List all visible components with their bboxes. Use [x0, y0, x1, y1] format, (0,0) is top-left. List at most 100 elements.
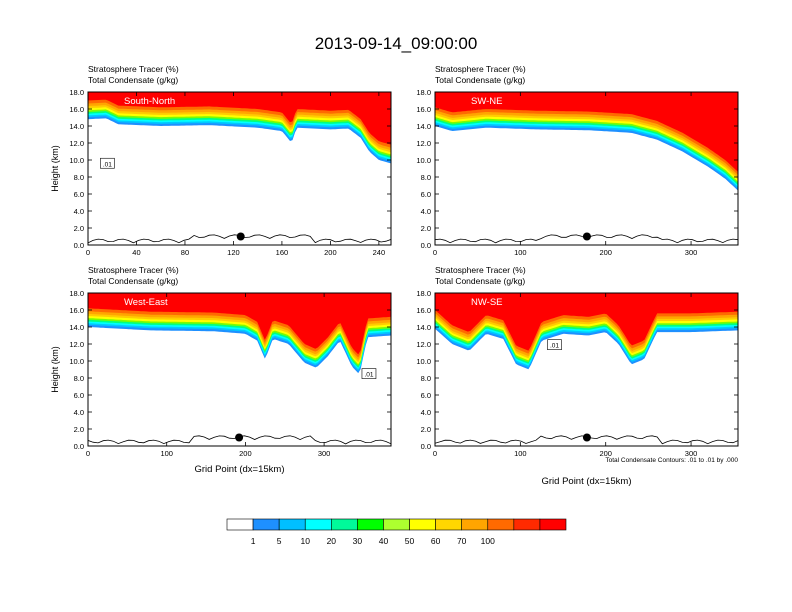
y-tick-label: 6.0	[74, 391, 84, 400]
colorbar-swatch-5	[331, 518, 358, 531]
colorbar-label: 100	[481, 536, 495, 546]
y-tick-label: 0.0	[74, 442, 84, 451]
y-tick-label: 6.0	[421, 190, 431, 199]
y-tick-label: 6.0	[421, 391, 431, 400]
panel-label: West-East	[124, 297, 168, 308]
colorbar-label: 1	[251, 536, 256, 546]
colorbar-swatch-8	[409, 518, 436, 531]
x-tick-label: 0	[433, 449, 437, 458]
x-tick-label: 200	[324, 248, 337, 257]
y-tick-label: 10.0	[416, 156, 431, 165]
y-tick-label: 0.0	[421, 442, 431, 451]
plot-frame	[434, 91, 739, 246]
panel-title-line2: Total Condensate (g/kg)	[88, 276, 178, 286]
colorbar-label: 30	[353, 536, 363, 546]
tracer-band-10	[435, 293, 738, 351]
chart-panel-4: .01 0.0 2.0 4.0 6.0 8.0 10.0 12.0 14.0 16.0 18.0 0 1…	[416, 265, 739, 487]
contour-label: .01	[103, 161, 112, 168]
colorbar-label: 70	[457, 536, 467, 546]
x-tick-label: 240	[373, 248, 386, 257]
x-tick-label: 200	[239, 449, 252, 458]
y-tick-label: 14.0	[416, 323, 431, 332]
figure-title: 2013-09-14_09:00:00	[315, 34, 478, 53]
y-tick-label: 14.0	[69, 323, 84, 332]
tracer-band-10	[88, 293, 391, 355]
y-axis-label: Height (km)	[50, 346, 60, 393]
tracer-band-10	[88, 92, 391, 145]
y-tick-label: 18.0	[69, 88, 84, 97]
colorbar-label: 20	[327, 536, 337, 546]
y-tick-label: 16.0	[416, 306, 431, 315]
panel-label: SW-NE	[471, 96, 503, 107]
x-tick-label: 0	[86, 248, 90, 257]
location-marker	[235, 433, 244, 442]
contour-label-box	[547, 339, 562, 351]
chart-panel-1: .01 0.0 2.0 4.0 6.0 8.0 10.0 12.0 14.0 16.0 18.0 0 4…	[50, 64, 392, 257]
x-tick-label: 120	[227, 248, 240, 257]
contour-label-box	[100, 157, 115, 169]
y-tick-label: 2.0	[74, 425, 84, 434]
colorbar-label: 5	[277, 536, 282, 546]
x-tick-label: 0	[433, 248, 437, 257]
panels-group: .01 0.0 2.0 4.0 6.0 8.0 10.0 12.0 14.0 16.0 18.0 0 4…	[50, 64, 739, 487]
x-tick-label: 300	[318, 449, 331, 458]
location-marker	[582, 232, 591, 241]
contour-label: .01	[364, 372, 373, 379]
contour-label-box	[361, 368, 377, 379]
colorbar-label: 10	[300, 536, 310, 546]
y-tick-label: 12.0	[69, 139, 84, 148]
y-tick-label: 0.0	[74, 241, 84, 250]
panel-title-line1: Stratosphere Tracer (%)	[88, 64, 179, 74]
colorbar-swatch-2	[252, 518, 280, 531]
y-tick-label: 8.0	[74, 374, 84, 383]
colorbar-swatch-12	[513, 518, 541, 531]
y-tick-label: 16.0	[416, 105, 431, 114]
y-tick-label: 16.0	[69, 105, 84, 114]
panel-title-line1: Stratosphere Tracer (%)	[88, 265, 179, 275]
colorbar-swatch-9	[435, 518, 462, 531]
tracer-field	[88, 92, 391, 244]
x-tick-label: 100	[160, 449, 173, 458]
y-tick-label: 14.0	[416, 122, 431, 131]
x-tick-label: 200	[599, 248, 612, 257]
y-tick-label: 4.0	[74, 207, 84, 216]
x-tick-label: 100	[514, 248, 527, 257]
tracer-field	[435, 92, 738, 244]
contour-label: .01	[550, 343, 559, 350]
y-tick-label: 0.0	[421, 241, 431, 250]
y-tick-label: 12.0	[69, 340, 84, 349]
y-axis-label: Height (km)	[50, 145, 60, 192]
y-tick-label: 4.0	[421, 408, 431, 417]
y-tick-label: 18.0	[416, 88, 431, 97]
x-tick-label: 200	[599, 449, 612, 458]
y-tick-label: 10.0	[69, 357, 84, 366]
y-tick-label: 4.0	[74, 408, 84, 417]
panel-label: NW-SE	[471, 297, 503, 308]
y-tick-label: 14.0	[69, 122, 84, 131]
y-tick-label: 16.0	[69, 306, 84, 315]
location-marker	[236, 232, 245, 241]
y-tick-label: 8.0	[421, 173, 431, 182]
contour-footnote: Total Condensate Contours: .01 to .01 by…	[605, 457, 738, 464]
y-tick-label: 10.0	[416, 357, 431, 366]
x-tick-label: 40	[132, 248, 140, 257]
plot-frame	[87, 91, 392, 246]
y-tick-label: 8.0	[421, 374, 431, 383]
y-tick-label: 18.0	[69, 289, 84, 298]
y-tick-label: 18.0	[416, 289, 431, 298]
colorbar-swatch-6	[357, 518, 384, 531]
tracer-field	[435, 293, 738, 445]
panel-label: South-North	[124, 96, 175, 107]
colorbar-swatch-7	[383, 518, 410, 531]
x-tick-label: 0	[86, 449, 90, 458]
y-tick-label: 6.0	[74, 190, 84, 199]
chart-panel-3: .01 0.0 2.0 4.0 6.0 8.0 10.0 12.0 14.0 16.0 18.0 0 1…	[50, 265, 392, 475]
y-tick-label: 2.0	[74, 224, 84, 233]
y-tick-label: 10.0	[69, 156, 84, 165]
colorbar-swatch-4	[304, 518, 332, 531]
colorbar-label: 40	[379, 536, 389, 546]
x-tick-label: 300	[685, 248, 698, 257]
plot-frame	[434, 292, 739, 447]
x-tick-label: 300	[685, 449, 698, 458]
